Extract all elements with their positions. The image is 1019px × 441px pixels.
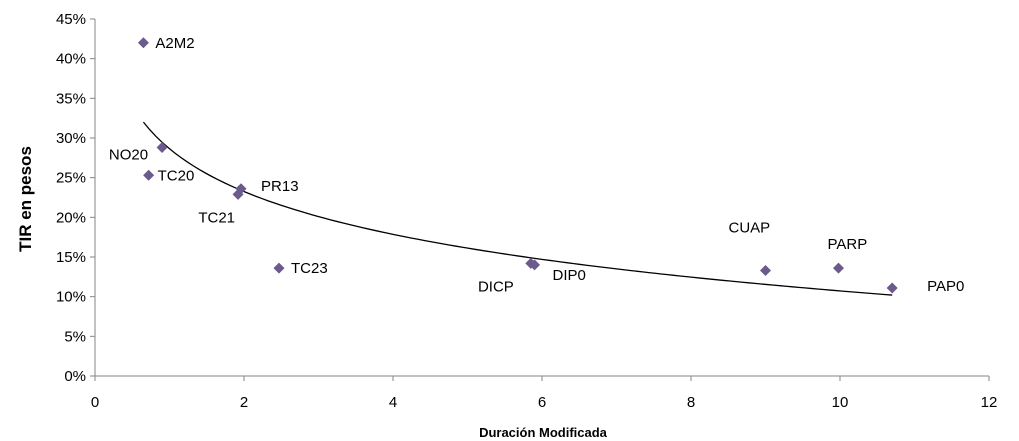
point-label-pap0: PAP0 (927, 278, 964, 295)
y-tick-label: 5% (64, 328, 86, 345)
ticks-group: 0% 5% 10% 15% 20% 25% 30% 35% 40% 45% 0 2 4 6 8 10 12 (56, 11, 997, 411)
scatter-point-a2m2 (137, 37, 149, 49)
x-tick-label: 8 (687, 394, 695, 411)
point-label-dicp: DICP (478, 278, 514, 295)
x-tick-label: 10 (832, 394, 849, 411)
trendline (142, 121, 893, 296)
scatter-point-parp (833, 262, 845, 274)
y-tick-label: 35% (56, 90, 86, 107)
point-label-parp: PARP (828, 236, 868, 253)
scatter-point-dip0 (529, 259, 541, 271)
scatter-point-pr13 (235, 183, 247, 195)
y-tick-label: 10% (56, 289, 86, 306)
y-tick-label: 0% (64, 368, 86, 385)
y-tick-label: 15% (56, 249, 86, 266)
scatter-point-tc20 (143, 169, 155, 181)
scatter-point-cuap (760, 264, 771, 276)
point-label-dip0: DIP0 (553, 267, 586, 284)
y-tick-label: 40% (56, 51, 86, 68)
y-tick-label: 25% (56, 170, 86, 187)
axes-group (94, 19, 989, 377)
points-group (137, 37, 898, 294)
y-tick-label: 45% (56, 11, 86, 28)
point-label-no20: NO20 (109, 147, 148, 164)
x-tick-label: 0 (91, 394, 99, 411)
point-label-a2m2: A2M2 (155, 35, 194, 52)
scatter-point-pap0 (886, 282, 898, 294)
y-tick-label: 30% (56, 130, 86, 147)
point-labels-group: A2M2 NO20 TC20 TC21 PR13 TC23 DICP DIP0 CUAP PARP… (109, 35, 965, 296)
x-axis-title: Duración Modificada (479, 425, 608, 440)
scatter-point-no20 (156, 142, 168, 154)
point-label-tc20: TC20 (158, 167, 195, 184)
point-label-cuap: CUAP (729, 219, 771, 236)
scatter-point-tc23 (273, 262, 285, 274)
point-label-pr13: PR13 (261, 178, 299, 195)
point-label-tc23: TC23 (291, 260, 328, 277)
y-axis-title: TIR en pesos (16, 146, 35, 252)
x-tick-label: 2 (240, 394, 248, 411)
point-label-tc21: TC21 (198, 209, 235, 226)
x-tick-label: 6 (538, 394, 546, 411)
x-tick-label: 12 (981, 394, 998, 411)
x-tick-label: 4 (389, 394, 397, 411)
y-tick-label: 20% (56, 209, 86, 226)
